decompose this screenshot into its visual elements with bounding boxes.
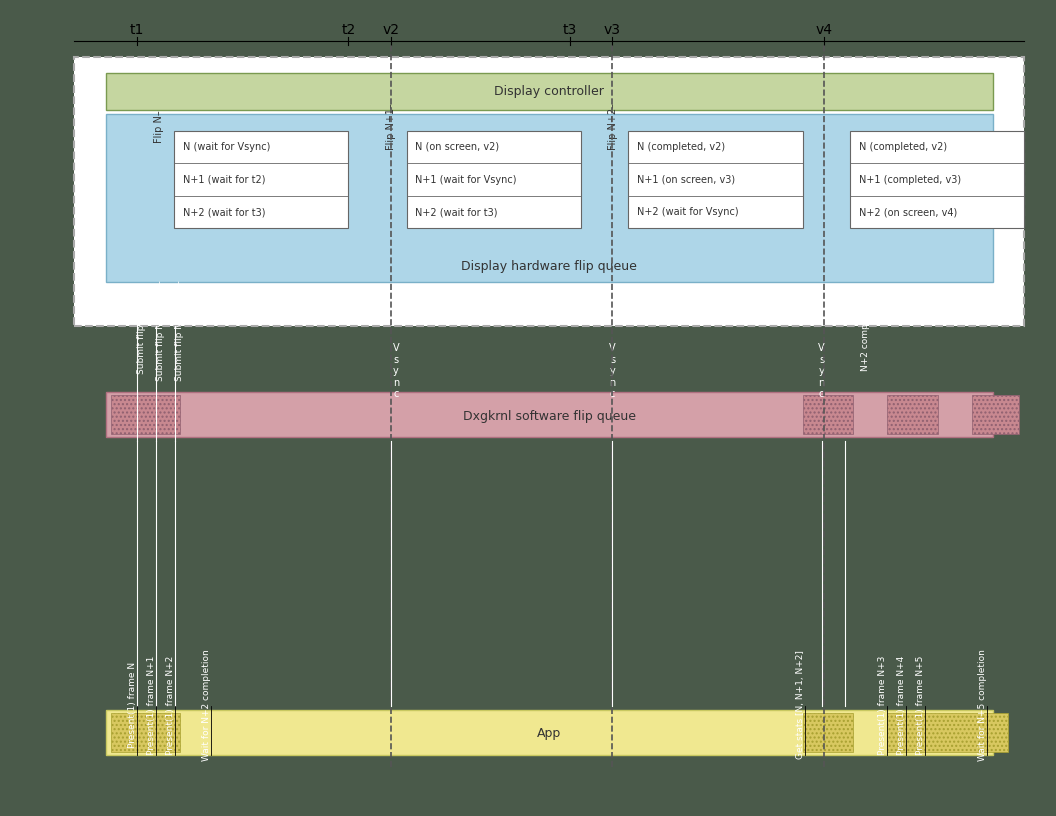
Text: N (completed, v2): N (completed, v2) xyxy=(637,142,724,152)
Text: App: App xyxy=(538,727,561,740)
Text: v4: v4 xyxy=(815,23,832,37)
Text: N+2 (wait for t3): N+2 (wait for t3) xyxy=(183,207,265,217)
Text: Present(1) frame N+1: Present(1) frame N+1 xyxy=(147,655,156,755)
Bar xyxy=(74,57,1024,326)
Text: V
s
y
n
c: V s y n c xyxy=(609,343,616,400)
Text: Display hardware flip queue: Display hardware flip queue xyxy=(461,260,637,273)
Text: Display controller: Display controller xyxy=(494,85,604,98)
Text: Present(1) frame N: Present(1) frame N xyxy=(128,662,137,748)
Text: Wait for N+2 completion: Wait for N+2 completion xyxy=(202,650,211,761)
Text: Flip N+1–: Flip N+1– xyxy=(386,103,396,150)
Bar xyxy=(106,710,993,755)
Text: Get stats [N, N+1, N+2]: Get stats [N, N+1, N+2] xyxy=(795,650,805,760)
Text: Present(1) frame N+5: Present(1) frame N+5 xyxy=(916,655,925,755)
Bar xyxy=(106,392,993,437)
Bar xyxy=(106,73,993,110)
Text: t3: t3 xyxy=(563,23,578,37)
Bar xyxy=(887,395,938,434)
Text: N (on screen, v2): N (on screen, v2) xyxy=(415,142,499,152)
Text: N+2 completion: N+2 completion xyxy=(862,298,870,371)
Bar xyxy=(174,131,348,228)
Text: N (wait for Vsync): N (wait for Vsync) xyxy=(183,142,270,152)
Text: Submit flip N+2 at t3–: Submit flip N+2 at t3– xyxy=(175,280,185,381)
Text: Submit flip N+1 at t2–: Submit flip N+1 at t2– xyxy=(156,280,166,381)
Text: Present(1) frame N+2: Present(1) frame N+2 xyxy=(166,655,175,755)
Bar xyxy=(111,713,180,752)
Text: N+1 (wait for Vsync): N+1 (wait for Vsync) xyxy=(415,175,516,184)
Bar xyxy=(887,713,1008,752)
Text: Present(1) frame N+4: Present(1) frame N+4 xyxy=(897,655,906,755)
Bar xyxy=(803,713,853,752)
Text: N (completed, v2): N (completed, v2) xyxy=(859,142,946,152)
Text: Flip N–: Flip N– xyxy=(154,110,164,143)
Bar xyxy=(628,131,803,228)
Bar xyxy=(850,131,1024,228)
Text: Submit flip N at t1–: Submit flip N at t1– xyxy=(137,286,147,375)
Text: Dxgkrnl software flip queue: Dxgkrnl software flip queue xyxy=(463,410,636,423)
Bar xyxy=(803,395,853,434)
Text: N+1 (wait for t2): N+1 (wait for t2) xyxy=(183,175,265,184)
Text: N+2 (wait for t3): N+2 (wait for t3) xyxy=(415,207,497,217)
Text: t2: t2 xyxy=(341,23,356,37)
Text: Wait for N+5 completion: Wait for N+5 completion xyxy=(978,649,987,761)
Bar xyxy=(111,395,180,434)
Text: N+2 (on screen, v4): N+2 (on screen, v4) xyxy=(859,207,957,217)
Text: N+1 (on screen, v3): N+1 (on screen, v3) xyxy=(637,175,735,184)
Text: v2: v2 xyxy=(382,23,399,37)
Text: N+2 (wait for Vsync): N+2 (wait for Vsync) xyxy=(637,207,738,217)
Text: N+1 (completed, v3): N+1 (completed, v3) xyxy=(859,175,961,184)
Text: Flip N+2–: Flip N+2– xyxy=(608,103,618,150)
Text: v3: v3 xyxy=(604,23,621,37)
Text: V
s
y
n
c: V s y n c xyxy=(818,343,825,400)
Bar xyxy=(106,114,993,282)
Bar xyxy=(407,131,581,228)
Bar xyxy=(972,395,1019,434)
Text: Present(1) frame N+3: Present(1) frame N+3 xyxy=(878,655,887,755)
Text: t1: t1 xyxy=(130,23,145,37)
Text: V
s
y
n
c: V s y n c xyxy=(393,343,399,400)
